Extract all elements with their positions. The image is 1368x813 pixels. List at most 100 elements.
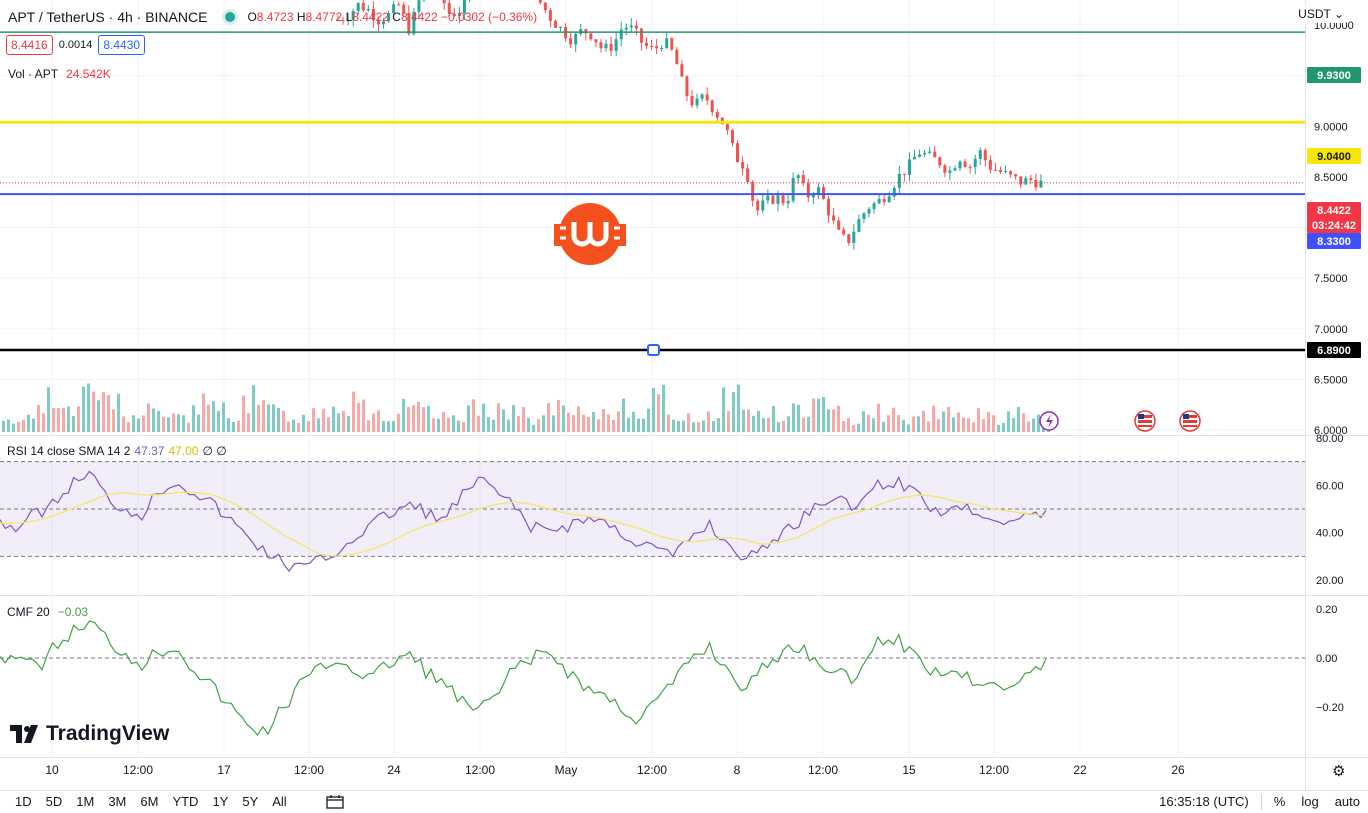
candle-body bbox=[366, 8, 370, 11]
volume-bar bbox=[237, 420, 240, 432]
volume-bar bbox=[687, 413, 690, 432]
sell-button[interactable]: 8.4416 bbox=[6, 35, 53, 55]
range-5d-button[interactable]: 5D bbox=[45, 794, 63, 809]
us-flag-event-icon[interactable] bbox=[1134, 410, 1156, 432]
volume-value: 24.542K bbox=[66, 67, 111, 81]
volume-bar bbox=[1027, 421, 1030, 432]
cmf-line bbox=[0, 620, 1047, 737]
range-1m-button[interactable]: 1M bbox=[76, 794, 95, 809]
rsi-legend[interactable]: RSI 14 close SMA 14 2 47.37 47.00 ∅ ∅ bbox=[7, 444, 227, 458]
symbol-legend[interactable]: APT / TetherUS · 4h · BINANCE O8.4723 H8… bbox=[8, 9, 537, 25]
price-tag-box bbox=[1307, 233, 1361, 249]
candle-body bbox=[346, 20, 350, 22]
candle-body bbox=[741, 162, 745, 169]
percent-toggle[interactable]: % bbox=[1273, 794, 1286, 809]
volume-bar bbox=[797, 404, 800, 432]
market-status-icon[interactable] bbox=[225, 12, 236, 22]
range-5y-button[interactable]: 5Y bbox=[242, 794, 259, 809]
volume-bar bbox=[762, 418, 765, 432]
volume-bar bbox=[417, 401, 420, 432]
volume-bar bbox=[317, 418, 320, 432]
auto-toggle[interactable]: auto bbox=[1334, 794, 1360, 809]
volume-bar bbox=[12, 423, 15, 432]
price-tick-label: 7.0000 bbox=[1314, 324, 1348, 336]
us-flag-event-icon[interactable] bbox=[1179, 410, 1201, 432]
tradingview-logo[interactable]: TradingView bbox=[10, 722, 169, 746]
volume-bar bbox=[702, 420, 705, 432]
volume-legend[interactable]: Vol · APT 24.542K bbox=[8, 67, 111, 81]
candle-body bbox=[584, 29, 588, 34]
symbol-title[interactable]: APT / TetherUS · 4h · BINANCE bbox=[8, 9, 208, 25]
volume-bar bbox=[517, 416, 520, 432]
toolbar-divider bbox=[1260, 793, 1262, 810]
time-tick-label: 12:00 bbox=[637, 763, 667, 777]
volume-bar bbox=[302, 414, 305, 432]
range-all-button[interactable]: All bbox=[272, 794, 287, 809]
volume-bar bbox=[817, 398, 820, 432]
volume-bar bbox=[727, 411, 730, 432]
volume-bar bbox=[147, 403, 150, 432]
volume-bar bbox=[917, 416, 920, 432]
volume-bar bbox=[877, 403, 880, 432]
volume-bar bbox=[352, 391, 355, 432]
volume-bar bbox=[487, 417, 490, 432]
price-tag-label: 6.8900 bbox=[1317, 345, 1351, 357]
log-toggle[interactable]: log bbox=[1301, 794, 1319, 809]
buy-button[interactable]: 8.4430 bbox=[98, 35, 146, 55]
volume-bar bbox=[427, 405, 430, 432]
candle-body bbox=[801, 175, 805, 184]
volume-bar bbox=[527, 418, 530, 432]
volume-bar bbox=[532, 424, 535, 432]
candle-body bbox=[559, 26, 563, 28]
range-1d-button[interactable]: 1D bbox=[15, 794, 32, 809]
range-6m-button[interactable]: 6M bbox=[140, 794, 159, 809]
volume-bar bbox=[622, 398, 625, 432]
range-1y-button[interactable]: 1Y bbox=[212, 794, 229, 809]
volume-bar bbox=[272, 404, 275, 432]
candle-body bbox=[412, 11, 416, 34]
volume-bar bbox=[387, 421, 390, 432]
time-tick-label: 26 bbox=[1171, 763, 1185, 777]
candle-body bbox=[1014, 174, 1018, 177]
spread-value: 0.0014 bbox=[58, 39, 93, 51]
candle-body bbox=[771, 195, 775, 204]
volume-bar bbox=[172, 413, 175, 432]
candle-body bbox=[382, 21, 386, 25]
time-tick-label: 24 bbox=[387, 763, 401, 777]
volume-bar bbox=[412, 405, 415, 432]
volume-bar bbox=[457, 420, 460, 432]
time-tick-label: 8 bbox=[734, 763, 741, 777]
price-tag-label: 9.9300 bbox=[1317, 70, 1351, 82]
line-anchor-handle[interactable] bbox=[647, 344, 660, 356]
volume-bar bbox=[432, 418, 435, 432]
volume-bar bbox=[747, 409, 750, 432]
range-3m-button[interactable]: 3M bbox=[108, 794, 127, 809]
candle-body bbox=[1004, 171, 1008, 173]
date-range-icon[interactable] bbox=[326, 794, 344, 809]
volume-bar bbox=[122, 416, 125, 432]
range-ytd-button[interactable]: YTD bbox=[172, 794, 199, 809]
volume-bar bbox=[1002, 422, 1005, 432]
volume-bar bbox=[1037, 414, 1040, 432]
cmf-legend[interactable]: CMF 20 −0.03 bbox=[7, 605, 88, 619]
volume-bar bbox=[142, 415, 145, 432]
volume-bar bbox=[277, 407, 280, 432]
volume-bar bbox=[977, 408, 980, 432]
volume-bar bbox=[92, 391, 95, 432]
volume-bar bbox=[982, 418, 985, 432]
candle-body bbox=[680, 64, 684, 77]
currency-selector[interactable]: USDT ⌄ bbox=[1296, 5, 1346, 23]
volume-bar bbox=[912, 416, 915, 432]
candle-body bbox=[781, 195, 785, 204]
candle-body bbox=[538, 0, 542, 3]
lightning-event-icon[interactable] bbox=[1039, 411, 1059, 431]
candle-body bbox=[867, 208, 871, 214]
candle-body bbox=[786, 200, 790, 204]
candle-body bbox=[973, 158, 977, 168]
settings-gear-icon[interactable]: ⚙ bbox=[1332, 763, 1346, 780]
price-tag-box bbox=[1307, 342, 1361, 358]
volume-bar bbox=[572, 415, 575, 432]
volume-bar bbox=[902, 419, 905, 432]
utc-clock[interactable]: 16:35:18 (UTC) bbox=[1159, 794, 1249, 809]
